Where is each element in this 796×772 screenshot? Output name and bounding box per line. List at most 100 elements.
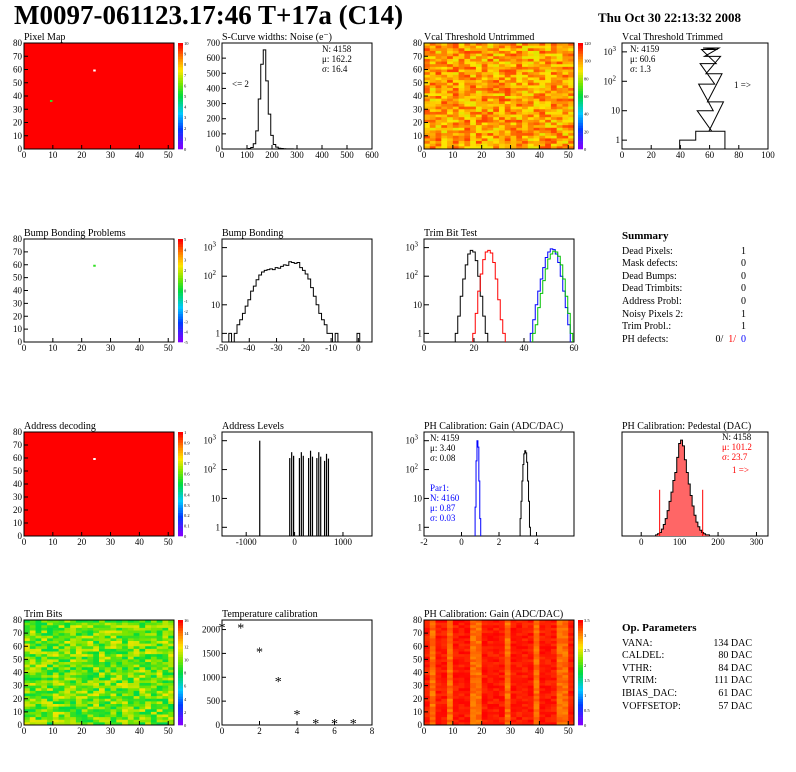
heatmap-cell (64, 690, 71, 694)
heatmap-cell (545, 643, 552, 647)
heatmap-cell (487, 111, 494, 115)
heatmap-cell (493, 622, 500, 626)
heatmap-cell (127, 659, 135, 663)
heatmap-cell (487, 58, 494, 62)
heatmap-cell (435, 101, 442, 105)
colorbar-step (178, 249, 183, 253)
heatmap-cell (458, 709, 465, 713)
heatmap-cell (452, 64, 460, 68)
heatmap-cell (435, 675, 442, 679)
colorbar-step (578, 688, 583, 692)
x-tick-label: 500 (340, 150, 354, 160)
x-tick-label: 40 (135, 150, 145, 160)
heatmap-cell (75, 685, 83, 689)
heatmap-cell (493, 48, 500, 52)
heatmap-cell (464, 66, 471, 70)
heatmap-cell (145, 672, 152, 676)
heatmap-cell (493, 103, 500, 107)
heatmap-cell (539, 141, 546, 145)
heatmap-cell (556, 111, 563, 115)
heatmap-cell (70, 630, 77, 634)
heatmap-cell (122, 698, 129, 702)
heatmap-cell (116, 688, 123, 692)
op-param-label: VTHR: (622, 662, 652, 674)
heatmap-cell (556, 101, 563, 105)
heatmap-cell (104, 659, 111, 663)
heatmap-cell (58, 651, 65, 655)
heatmap-cell (47, 719, 54, 723)
heatmap-cell (470, 114, 477, 118)
heatmap-cell (75, 662, 83, 666)
colorbar-step (178, 334, 183, 338)
y-tick-label: 40 (13, 91, 23, 101)
heatmap-cell (41, 625, 48, 629)
heatmap-cell (504, 125, 511, 129)
colorbar-step (178, 272, 183, 276)
heatmap-cell (562, 45, 569, 49)
heatmap-cell (156, 664, 163, 668)
heatmap-cell (458, 90, 465, 94)
heatmap-cell (429, 664, 436, 668)
heatmap-cell (70, 706, 77, 710)
heatmap-cell (562, 714, 569, 718)
heatmap-cell (435, 66, 442, 70)
heatmap-cell (504, 719, 511, 723)
heatmap-cell (499, 141, 506, 145)
heatmap-cell (122, 635, 129, 639)
y-tick-label: 20 (13, 694, 23, 704)
heatmap-cell (556, 680, 563, 684)
heatmap-cell (435, 48, 442, 52)
colorbar-step (178, 280, 183, 284)
heatmap-cell (435, 659, 442, 663)
heatmap-cell (493, 90, 500, 94)
y-tick-label: 10 (13, 518, 23, 528)
heatmap-cell (562, 688, 569, 692)
colorbar-step (178, 497, 183, 500)
heatmap-cell (41, 722, 48, 726)
heatmap-cell (116, 680, 123, 684)
heatmap-cell (470, 53, 477, 57)
heatmap-cell (447, 683, 454, 687)
heatmap-cell (539, 114, 546, 118)
heatmap-cell (70, 696, 77, 700)
colorbar-step (178, 717, 183, 721)
heatmap-cell (562, 711, 569, 715)
heatmap-cell (475, 93, 483, 97)
heatmap-cell (475, 127, 483, 131)
heatmap-cell (116, 693, 123, 697)
heatmap-cell (447, 90, 454, 94)
heatmap-cell (435, 696, 442, 700)
heatmap-cell (452, 77, 460, 81)
heatmap-cell (499, 693, 506, 697)
heatmap-cell (493, 667, 500, 671)
heatmap-cell (93, 701, 100, 705)
heatmap-cell (516, 43, 523, 47)
colorbar-step (178, 64, 183, 68)
heatmap-cell (127, 672, 135, 676)
z-tick-label: 0.3 (184, 503, 190, 508)
heatmap-cell (81, 719, 88, 723)
heatmap-cell (522, 72, 529, 76)
heatmap-cell (556, 651, 563, 655)
heatmap-cell (458, 56, 465, 60)
heatmap-cell (452, 690, 460, 694)
heatmap-cell (568, 106, 575, 110)
heatmap-cell (487, 98, 494, 102)
heatmap-cell (458, 659, 465, 663)
heatmap-cell (510, 620, 517, 624)
colorbar-step (578, 651, 583, 655)
heatmap-cell (493, 130, 500, 134)
heatmap-cell (156, 672, 163, 676)
heatmap-cell (475, 109, 483, 113)
heatmap-cell (110, 656, 117, 660)
heatmap-cell (447, 698, 454, 702)
heatmap-cell (475, 704, 483, 708)
heatmap-cell (87, 680, 94, 684)
heatmap-cell (533, 675, 540, 679)
colorbar-step (178, 313, 183, 317)
heatmap-cell (168, 664, 175, 668)
heatmap-cell (52, 711, 60, 715)
heatmap-cell (539, 620, 546, 624)
heatmap-cell (435, 630, 442, 634)
heatmap-cell (145, 664, 152, 668)
